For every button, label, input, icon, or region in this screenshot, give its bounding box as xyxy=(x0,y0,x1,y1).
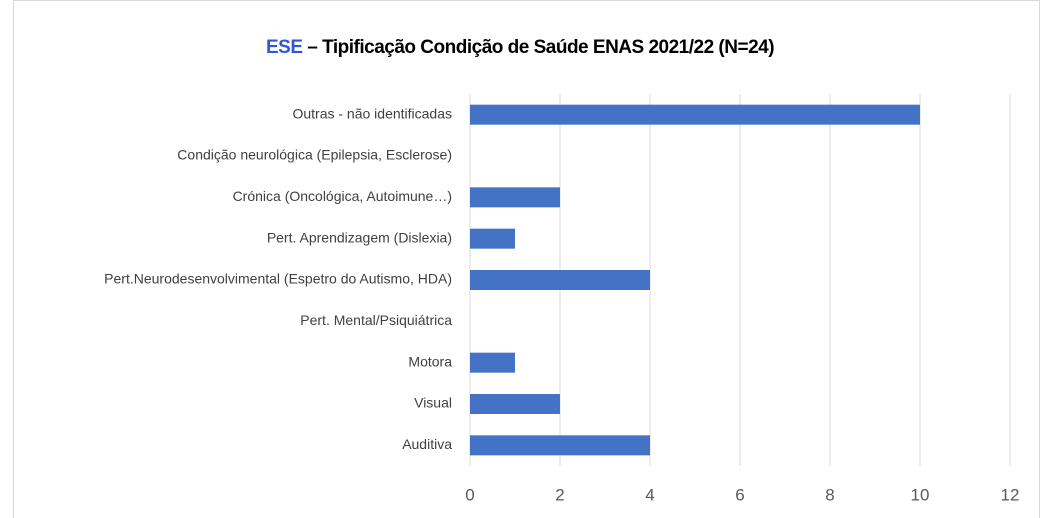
x-tick-label: 12 xyxy=(1001,485,1020,504)
x-tick-label: 10 xyxy=(911,485,930,504)
x-tick-label: 8 xyxy=(825,485,834,504)
title-part: ESE xyxy=(266,37,303,58)
bar xyxy=(470,352,515,373)
y-tick-label: Visual xyxy=(414,395,452,411)
y-tick-label: Pert. Aprendizagem (Dislexia) xyxy=(267,229,452,245)
y-tick-label: Outras - não identificadas xyxy=(292,105,452,121)
x-tick-label: 6 xyxy=(735,485,744,504)
y-tick-label: Pert. Mental/Psiquiátrica xyxy=(300,312,452,328)
bar xyxy=(470,228,515,249)
chart-frame xyxy=(13,0,1040,518)
x-tick-label: 2 xyxy=(555,485,564,504)
bar xyxy=(470,270,650,290)
y-tick-label: Crónica (Oncológica, Autoimune…) xyxy=(233,188,452,204)
y-tick-label: Motora xyxy=(408,353,452,369)
bar xyxy=(470,394,560,414)
y-tick-label: Condição neurológica (Epilepsia, Esclero… xyxy=(177,147,452,163)
y-tick-label: Auditiva xyxy=(402,436,452,452)
bar xyxy=(470,187,560,208)
bar xyxy=(470,435,650,456)
title-part: – Tipificação Condição de Saúde ENAS 202… xyxy=(307,37,774,58)
bar xyxy=(470,104,920,125)
chart-title: ESE – Tipificação Condição de Saúde ENAS… xyxy=(266,37,774,58)
x-tick-label: 0 xyxy=(465,485,474,504)
y-tick-label: Pert.Neurodesenvolvimental (Espetro do A… xyxy=(104,271,452,287)
x-tick-label: 4 xyxy=(645,485,654,504)
